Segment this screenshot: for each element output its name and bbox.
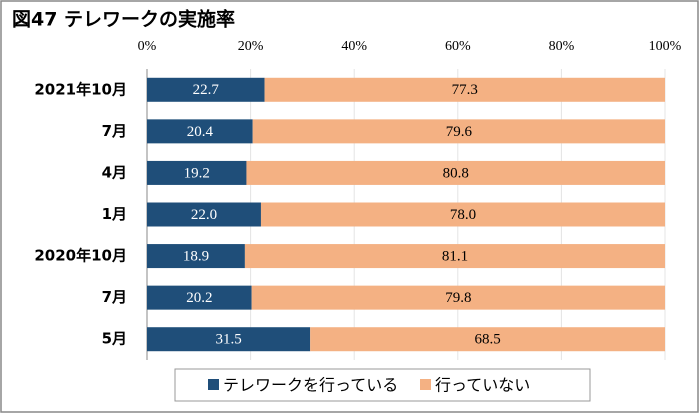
x-tick-label: 60% — [445, 39, 471, 54]
bar-segment — [147, 160, 247, 185]
data-label: 20.2 — [186, 290, 212, 306]
bar-segment — [147, 285, 252, 310]
data-label: 18.9 — [183, 249, 209, 265]
bar-segment — [147, 327, 311, 352]
y-tick-label: 2020年10月 — [34, 247, 127, 265]
data-label: 77.3 — [452, 82, 478, 98]
data-label: 68.5 — [474, 332, 500, 348]
legend-swatch — [208, 379, 219, 390]
legend-box — [174, 368, 591, 402]
data-label: 79.8 — [445, 290, 471, 306]
bar-segment — [147, 119, 253, 144]
bar-segment — [246, 160, 665, 185]
bar-segment — [251, 285, 666, 310]
data-label: 31.5 — [215, 332, 241, 348]
data-label: 19.2 — [184, 165, 210, 181]
x-tick-label: 0% — [138, 39, 157, 54]
data-label: 22.7 — [193, 82, 220, 98]
data-label: 20.4 — [187, 124, 214, 140]
legend-label: テレワークを行っている — [223, 376, 398, 395]
legend-swatch — [420, 379, 431, 390]
bar-segment — [147, 77, 265, 102]
x-tick-label: 100% — [649, 39, 682, 54]
y-tick-label: 4月 — [102, 163, 127, 181]
x-tick-label: 40% — [341, 39, 367, 54]
y-tick-label: 5月 — [102, 330, 127, 348]
bar-segment — [260, 202, 665, 227]
y-tick-label: 2021年10月 — [34, 80, 127, 98]
legend-label: 行っていない — [435, 376, 530, 395]
bar-segment — [147, 244, 245, 269]
bar-segment — [147, 202, 261, 227]
data-label: 22.0 — [191, 207, 217, 223]
data-label: 81.1 — [442, 249, 468, 265]
data-label: 78.0 — [450, 207, 476, 223]
bar-segment — [244, 244, 666, 269]
data-label: 79.6 — [446, 124, 473, 140]
bar-segment — [264, 77, 665, 102]
chart-title: 図47 テレワークの実施率 — [12, 8, 235, 31]
y-tick-label: 7月 — [102, 122, 127, 140]
x-tick-label: 20% — [238, 39, 264, 54]
y-tick-label: 7月 — [102, 288, 127, 306]
bar-segment — [310, 327, 665, 352]
y-tick-label: 1月 — [102, 205, 127, 223]
data-label: 80.8 — [443, 165, 469, 181]
bar-segment — [252, 119, 665, 144]
x-tick-label: 80% — [549, 39, 575, 54]
